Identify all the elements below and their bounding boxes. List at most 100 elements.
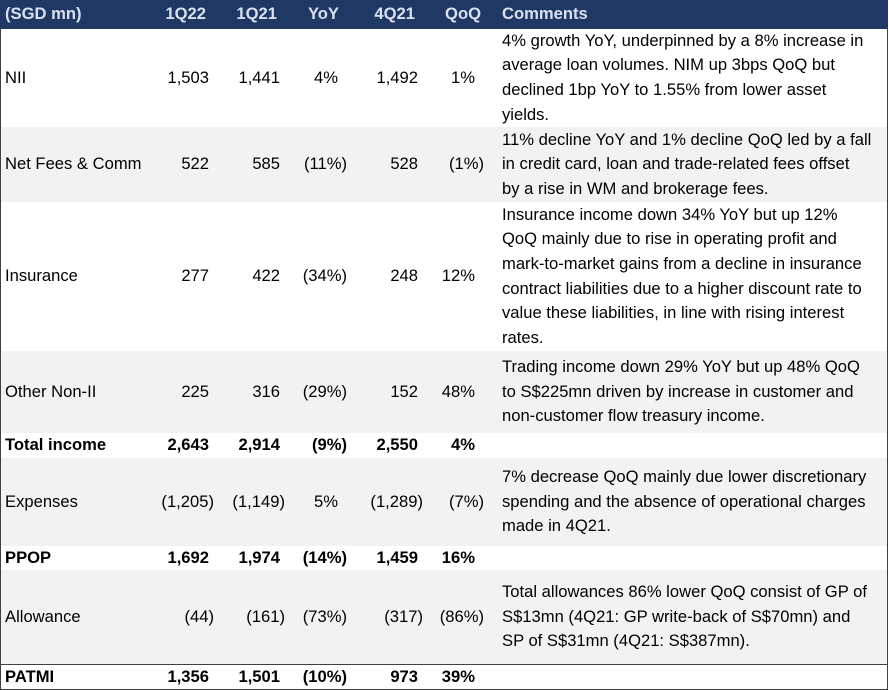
comment-line: by a rise in WM and brokerage fees. [502, 178, 769, 198]
value-1q22: 2,643 [167, 435, 209, 455]
value-1q22: 225 [181, 381, 209, 401]
value-qoq: 12% [441, 266, 475, 286]
value-1q22: 1,356 [167, 666, 209, 686]
value-4q21: 1,459 [376, 547, 418, 567]
row-label: Insurance [5, 266, 78, 286]
table-row-insurance: Insurance 277 422 (34%) 248 12% Insuranc… [0, 202, 888, 351]
column-header-1q21: 1Q21 [236, 4, 277, 24]
comment-line: made in 4Q21. [502, 516, 611, 536]
row-label: Expenses [5, 491, 78, 511]
value-qoq: (7%) [448, 491, 484, 511]
row-label: Allowance [5, 606, 81, 626]
comment-line: spending and the absence of operational … [502, 491, 866, 511]
value-1q21: 2,914 [238, 435, 280, 455]
value-qoq: 48% [441, 381, 475, 401]
comment-line: 7% decrease QoQ mainly due lower discret… [502, 467, 867, 487]
comment-line: value these liabilities, in line with ri… [502, 303, 845, 323]
value-4q21: 528 [390, 154, 418, 174]
comment-line: yields. [502, 104, 550, 124]
value-1q21: (1,149) [232, 491, 285, 511]
comment-line: SP of S$31mn (4Q21: S$387mn). [502, 631, 750, 651]
value-yoy: (34%) [302, 266, 347, 286]
comment-line: 11% decline YoY and 1% decline QoQ led b… [502, 129, 872, 149]
table-row-other-non-ii: Other Non-II 225 316 (29%) 152 48% Tradi… [0, 351, 888, 433]
value-1q22: (1,205) [161, 491, 214, 511]
value-4q21: (1,289) [370, 491, 423, 511]
value-yoy: (14%) [302, 547, 347, 567]
comment-line: Insurance income down 34% YoY but up 12% [502, 204, 838, 224]
value-qoq: 4% [451, 435, 475, 455]
comment-cell: 7% decrease QoQ mainly due lower discret… [488, 465, 887, 539]
value-yoy: (73%) [302, 606, 347, 626]
value-1q22: (44) [184, 606, 214, 626]
value-4q21: 248 [390, 266, 418, 286]
value-1q21: 1,441 [238, 67, 280, 87]
value-yoy: (10%) [302, 666, 347, 686]
comment-line: non-customer flow treasury income. [502, 406, 765, 426]
column-header-4q21: 4Q21 [374, 4, 415, 24]
value-yoy: (9%) [311, 435, 347, 455]
value-1q21: (161) [246, 606, 285, 626]
value-yoy: (11%) [303, 154, 347, 174]
comment-cell: Total allowances 86% lower QoQ consist o… [488, 580, 887, 654]
value-4q21: 1,492 [376, 67, 418, 87]
table-header-row: (SGD mn) 1Q22 1Q21 YoY 4Q21 QoQ Comments [0, 0, 888, 29]
value-1q21: 422 [252, 266, 280, 286]
row-label: Net Fees & Comm [5, 154, 142, 174]
table-row-total-income: Total income 2,643 2,914 (9%) 2,550 4% [0, 433, 888, 458]
comment-line: QoQ mainly due to rise in operating prof… [502, 229, 837, 249]
comment-line: contract liabilities due to a higher dis… [502, 278, 862, 298]
value-qoq: 16% [441, 547, 475, 567]
comment-line: S$13mn (4Q21: GP write-back of S$70mn) a… [502, 606, 851, 626]
column-header-qoq: QoQ [445, 4, 481, 24]
comment-cell: 11% decline YoY and 1% decline QoQ led b… [488, 128, 887, 202]
row-label: Total income [5, 435, 107, 455]
comment-cell: 4% growth YoY, underpinned by a 8% incre… [488, 29, 887, 127]
column-header-unit: (SGD mn) [5, 4, 82, 24]
comment-line: Trading income down 29% YoY but up 48% Q… [502, 357, 860, 377]
value-1q21: 1,501 [238, 666, 280, 686]
value-1q22: 1,692 [167, 547, 209, 567]
row-label: Other Non-II [5, 381, 97, 401]
comment-line: Total allowances 86% lower QoQ consist o… [502, 582, 867, 602]
value-1q21: 585 [252, 154, 280, 174]
comment-line: rates. [502, 327, 544, 347]
value-qoq: (1%) [448, 154, 484, 174]
comment-line: mark-to-market gains from a decline in i… [502, 253, 862, 273]
comment-line: to S$225mn driven by increase in custome… [502, 381, 854, 401]
column-header-1q22: 1Q22 [165, 4, 206, 24]
value-1q21: 1,974 [238, 547, 280, 567]
value-qoq: 1% [451, 67, 475, 87]
table-row-nii: NII 1,503 1,441 4% 1,492 1% 4% growth Yo… [0, 29, 888, 127]
value-yoy: (29%) [302, 381, 347, 401]
comment-cell: Trading income down 29% YoY but up 48% Q… [488, 355, 887, 429]
table-row-ppop: PPOP 1,692 1,974 (14%) 1,459 16% [0, 546, 888, 570]
column-header-comments: Comments [502, 4, 588, 24]
comment-line: average loan volumes. NIM up 3bps QoQ bu… [502, 55, 835, 75]
comment-cell: Insurance income down 34% YoY but up 12%… [488, 203, 887, 351]
value-1q22: 1,503 [167, 67, 209, 87]
value-1q21: 316 [252, 381, 280, 401]
row-label: NII [5, 67, 27, 87]
table-row-net-fees: Net Fees & Comm 522 585 (11%) 528 (1%) 1… [0, 127, 888, 202]
value-4q21: 2,550 [376, 435, 418, 455]
value-1q22: 522 [181, 154, 209, 174]
table-row-allowance: Allowance (44) (161) (73%) (317) (86%) T… [0, 570, 888, 664]
column-header-yoy: YoY [307, 4, 339, 24]
value-yoy: 5% [314, 491, 338, 511]
value-4q21: 152 [390, 381, 418, 401]
comment-line: 4% growth YoY, underpinned by a 8% incre… [502, 30, 864, 50]
value-qoq: (86%) [439, 606, 484, 626]
table-row-expenses: Expenses (1,205) (1,149) 5% (1,289) (7%)… [0, 458, 888, 546]
value-4q21: 973 [390, 666, 418, 686]
comment-line: declined 1bp YoY to 1.55% from lower ass… [502, 80, 827, 99]
row-label: PATMI [5, 666, 55, 686]
value-4q21: (317) [384, 606, 423, 626]
value-qoq: 39% [441, 666, 475, 686]
value-1q22: 277 [181, 266, 209, 286]
table-row-patmi: PATMI 1,356 1,501 (10%) 973 39% [0, 664, 888, 690]
comment-line: in credit card, loan and trade-related f… [502, 154, 850, 174]
row-label: PPOP [5, 547, 52, 567]
value-yoy: 4% [314, 67, 338, 87]
